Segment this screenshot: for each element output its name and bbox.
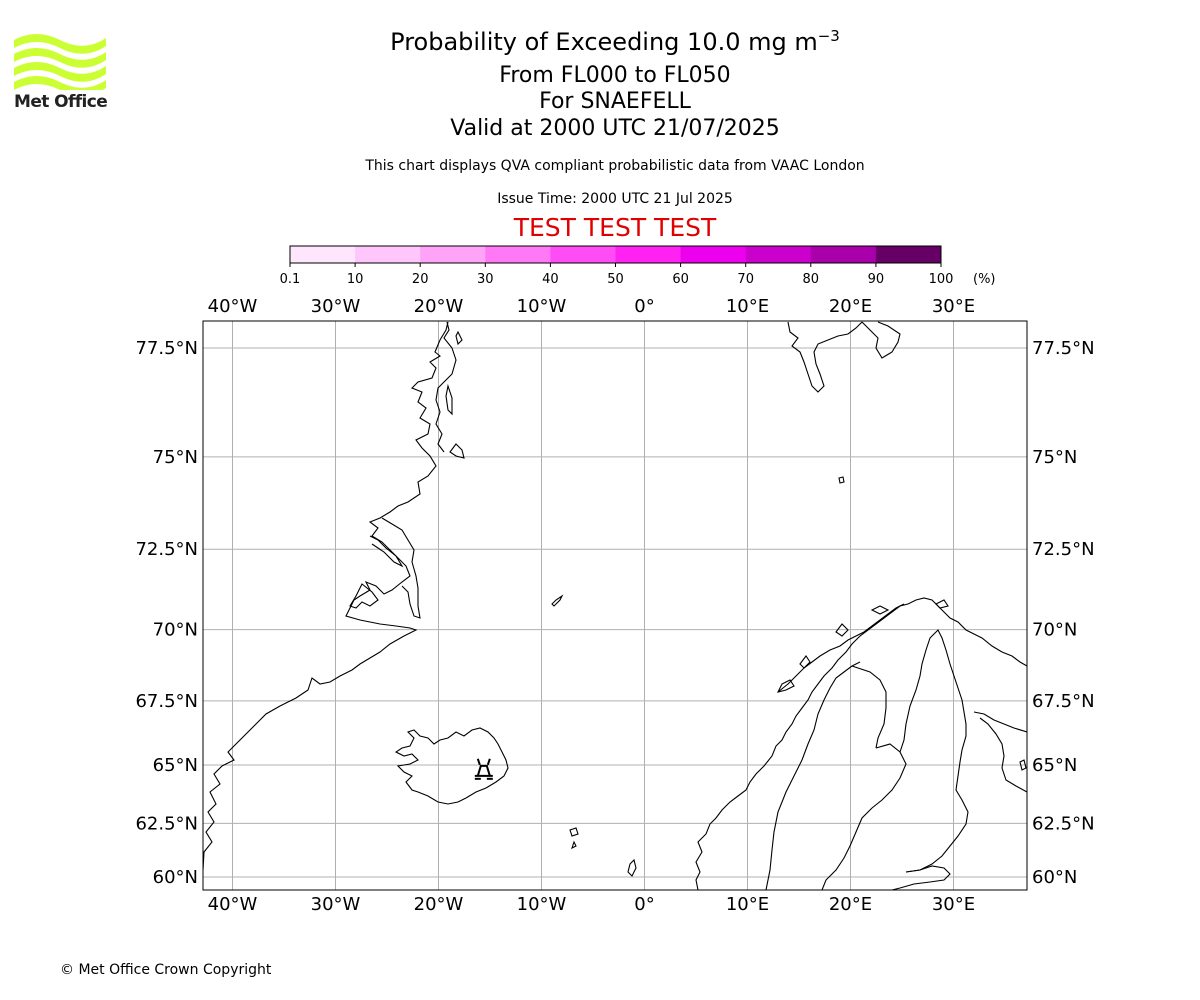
lat-label-right: 67.5°N	[1032, 691, 1095, 712]
border-sweden-finland	[851, 665, 887, 749]
colorbar-unit: (%)	[973, 272, 996, 287]
lon-label-top: 30°W	[311, 296, 361, 317]
colorbar-cell	[615, 246, 682, 263]
lat-label-left: 65°N	[153, 755, 198, 776]
colorbar-tick-label: 70	[737, 272, 754, 287]
lon-label-top: 40°W	[208, 296, 258, 317]
logo-wave-0	[14, 34, 106, 54]
border-sweden-norway	[765, 661, 861, 890]
lat-label-right: 62.5°N	[1032, 813, 1095, 834]
lon-label-top: 20°W	[414, 296, 464, 317]
issue-time: Issue Time: 2000 UTC 21 Jul 2025	[497, 191, 733, 207]
probability-colorbar: 0.1 10 20 30 40 50 60 70 80 90 100 (%)	[280, 245, 996, 287]
colorbar-tick-label: 0.1	[280, 272, 301, 287]
lat-label-right: 70°N	[1032, 620, 1077, 641]
lat-label-left: 72.5°N	[135, 539, 198, 560]
colorbar-cell	[485, 246, 551, 263]
coastline-shetland	[627, 858, 637, 877]
volcano-name-line: For SNAEFELL	[539, 89, 691, 114]
coastlines	[203, 321, 1027, 890]
coastline-greenland	[203, 321, 449, 871]
volcano-marker-icon	[474, 758, 493, 780]
coastline-norway	[695, 597, 1027, 890]
colorbar-cell	[810, 246, 877, 263]
map-frame	[202, 320, 1028, 891]
colorbar-tick-label: 40	[542, 272, 559, 287]
colorbar-tick-label: 100	[929, 272, 954, 287]
lon-label-bottom: 10°E	[726, 894, 769, 915]
lat-label-right: 65°N	[1032, 755, 1077, 776]
lat-label-left: 77.5°N	[135, 338, 198, 359]
logo-brand-text: Met Office	[14, 92, 108, 112]
chart-description: This chart displays QVA compliant probab…	[365, 158, 865, 174]
coastline-iceland	[394, 727, 509, 805]
colorbar-cell	[355, 246, 421, 263]
lon-label-bottom: 40°W	[208, 894, 258, 915]
colorbar-cell	[875, 246, 942, 263]
flight-level-range: From FL000 to FL050	[499, 63, 731, 88]
coastline-svalbard	[787, 321, 863, 393]
map-panel: 40°W 30°W 20°W 10°W 0° 10°E 20°E 30°E 40°W 30°W 2…	[135, 296, 1095, 915]
logo-wave-2	[14, 62, 106, 82]
copyright-notice: © Met Office Crown Copyright	[60, 962, 272, 978]
coastline-gulf-bothnia	[821, 743, 907, 890]
colorbar-cell	[290, 246, 356, 263]
lat-label-right: 77.5°N	[1032, 338, 1095, 359]
logo-wave-1	[14, 48, 106, 68]
colorbar-tick-label: 50	[607, 272, 624, 287]
coastline-russia	[973, 711, 1027, 793]
lat-label-left: 62.5°N	[135, 813, 198, 834]
met-office-logo: Met Office	[14, 30, 108, 112]
colorbar-tick-label: 60	[672, 272, 689, 287]
lat-label-left: 67.5°N	[135, 691, 198, 712]
valid-time: Valid at 2000 UTC 21/07/2025	[450, 116, 780, 141]
coastline-finland-south	[891, 865, 951, 890]
lat-label-right: 72.5°N	[1032, 539, 1095, 560]
lon-label-bottom: 20°W	[414, 894, 464, 915]
lat-label-left: 60°N	[153, 867, 198, 888]
colorbar-cell	[420, 246, 486, 263]
lat-label-left: 75°N	[153, 447, 198, 468]
coastline-jan-mayen	[551, 594, 564, 607]
lon-label-top: 20°E	[829, 296, 872, 317]
lon-label-top: 10°E	[726, 296, 769, 317]
chart-title: Probability of Exceeding 10.0 mg m−3	[390, 27, 840, 56]
colorbar-tick-label: 80	[803, 272, 820, 287]
lat-label-right: 60°N	[1032, 867, 1077, 888]
colorbar-cell	[680, 246, 747, 263]
colorbar-tick-label: 90	[868, 272, 885, 287]
lon-label-top: 0°	[634, 296, 654, 317]
lat-label-right: 75°N	[1032, 447, 1077, 468]
colorbar-cell	[745, 246, 812, 263]
lon-label-top: 10°W	[517, 296, 567, 317]
colorbar-cell	[550, 246, 616, 263]
coastline-faroe-islands	[569, 827, 579, 850]
colorbar-tick-label: 10	[347, 272, 364, 287]
lon-label-top: 30°E	[932, 296, 975, 317]
colorbar-tick-label: 20	[412, 272, 429, 287]
test-banner: TEST TEST TEST	[513, 213, 717, 242]
lon-label-bottom: 20°E	[829, 894, 872, 915]
colorbar-tick-label: 30	[477, 272, 494, 287]
lon-label-bottom: 10°W	[517, 894, 567, 915]
lon-label-bottom: 30°W	[311, 894, 361, 915]
lat-label-left: 70°N	[153, 620, 198, 641]
coastline-bear-island	[838, 476, 845, 484]
lon-label-bottom: 30°E	[932, 894, 975, 915]
lon-label-bottom: 0°	[634, 894, 654, 915]
